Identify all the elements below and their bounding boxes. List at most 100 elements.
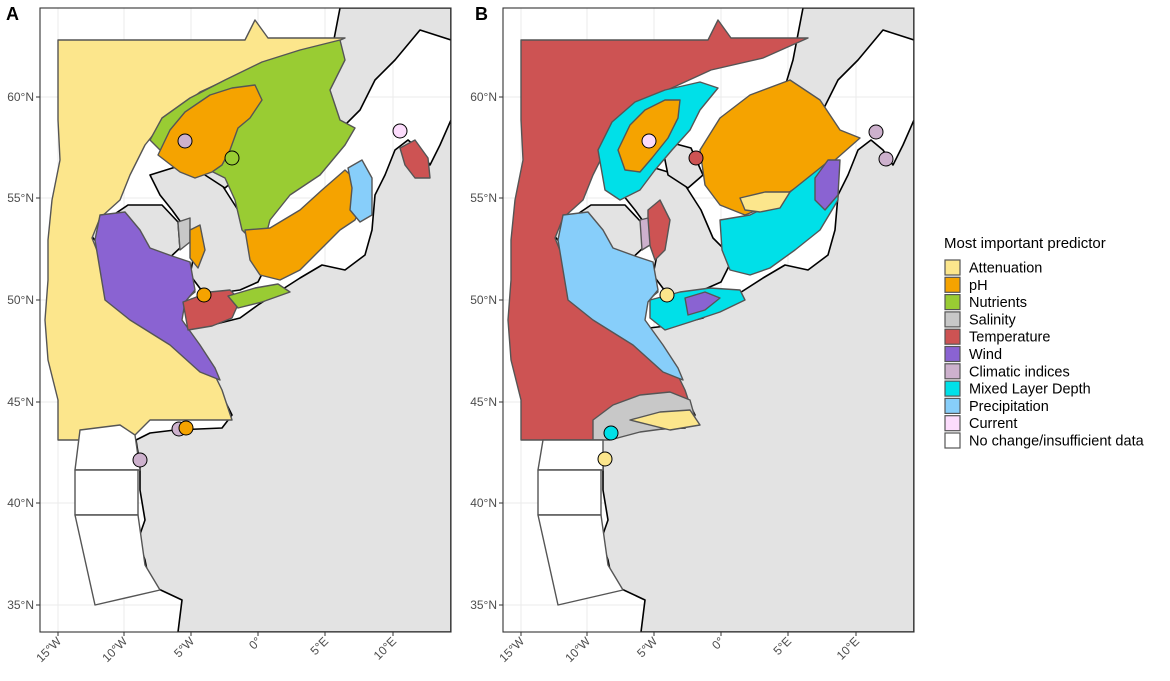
legend-swatch [944, 432, 961, 449]
panel-a-y-axis: 60°N 55°N 50°N 45°N 40°N 35°N [7, 90, 40, 612]
region-attenuation-b2 [629, 409, 701, 431]
x-tick-label: 0° [709, 634, 727, 652]
legend-title: Most important predictor [944, 235, 1106, 252]
x-tick-label: 5°E [770, 634, 794, 658]
marker-nutrients [224, 150, 240, 166]
region-no-change-b [537, 439, 604, 471]
marker-temperature [688, 150, 704, 166]
x-tick-label: 5°E [307, 634, 331, 658]
legend-swatch [944, 294, 961, 311]
legend-swatch [944, 311, 961, 328]
marker-attenuation-2 [597, 451, 613, 467]
panel-b-x-axis: 15°W 10°W 5°W 0° 5°E 10°E [496, 632, 862, 665]
region-ph-b [699, 79, 861, 216]
marker-climatic-2 [878, 151, 894, 167]
legend-item-temperature: Temperature [944, 328, 1050, 346]
x-tick-label: 15°W [496, 634, 527, 665]
region-no-change-b2 [537, 469, 602, 516]
panel-b-markers [597, 124, 894, 467]
legend-item-salinity: Salinity [944, 311, 1016, 328]
y-tick-label: 60°N [470, 90, 497, 104]
x-tick-label: 10°W [99, 634, 130, 665]
region-precip-a [347, 159, 373, 223]
x-tick-label: 15°W [33, 634, 64, 665]
legend-item-nutrients: Nutrients [944, 294, 1027, 311]
x-tick-label: 10°E [371, 634, 399, 662]
legend-label: Salinity [969, 312, 1016, 328]
y-tick-label: 60°N [7, 90, 34, 104]
legend-label: Nutrients [969, 295, 1027, 311]
legend-item-ph: pH [944, 276, 988, 294]
region-temperature [182, 289, 241, 331]
legend-item-attenuation: Attenuation [944, 259, 1042, 277]
region-no-change-b3 [537, 514, 624, 606]
y-tick-label: 50°N [7, 293, 34, 307]
legend-swatch [944, 276, 961, 293]
legend-label: Attenuation [969, 261, 1042, 277]
x-tick-label: 0° [246, 634, 264, 652]
legend-swatch [944, 328, 961, 345]
marker-climatic [868, 124, 884, 140]
legend: Most important predictor AttenuationpHNu… [944, 235, 1145, 450]
legend-label: Mixed Layer Depth [969, 382, 1091, 398]
y-tick-label: 40°N [470, 496, 497, 510]
legend-item-nochange: No change/insufficient data [944, 432, 1145, 450]
legend-swatch [944, 345, 961, 363]
legend-item-climatic: Climatic indices [944, 363, 1070, 380]
legend-label: Wind [969, 347, 1002, 363]
panel-a-regions [44, 19, 431, 606]
y-tick-label: 55°N [470, 191, 497, 205]
marker-current [392, 123, 408, 139]
region-temperature-2 [399, 139, 431, 179]
panel-a-label: A [6, 4, 19, 24]
x-tick-label: 5°W [171, 634, 197, 660]
panel-b-y-axis: 60°N 55°N 50°N 45°N 40°N 35°N [470, 90, 503, 612]
region-attenuation-b [739, 191, 791, 213]
legend-swatch [944, 363, 961, 380]
region-ph-3 [189, 224, 206, 269]
marker-ph [196, 287, 212, 303]
legend-label: No change/insufficient data [969, 434, 1145, 450]
legend-swatch [944, 259, 961, 276]
legend-label: Current [969, 416, 1017, 432]
marker-attenuation [659, 287, 675, 303]
panel-a-frame [39, 7, 452, 633]
region-ph [157, 84, 263, 179]
panel-a-markers [132, 123, 408, 468]
panel-b-label: B [475, 4, 488, 24]
y-tick-label: 45°N [470, 395, 497, 409]
y-tick-label: 55°N [7, 191, 34, 205]
panel-b: B [470, 4, 915, 665]
legend-item-precip: Precipitation [944, 397, 1049, 415]
x-tick-label: 10°W [562, 634, 593, 665]
x-tick-label: 10°E [834, 634, 862, 662]
region-ph-2 [244, 169, 363, 281]
panel-b-regions [507, 19, 861, 606]
region-climatic-b [639, 217, 651, 251]
y-tick-label: 50°N [470, 293, 497, 307]
legend-label: Climatic indices [969, 364, 1070, 380]
marker-current [641, 133, 657, 149]
legend-label: Precipitation [969, 399, 1049, 415]
region-wind-b2 [684, 291, 721, 316]
panel-b-frame [502, 7, 915, 633]
legend-label: pH [969, 278, 988, 294]
region-precip-b [557, 211, 684, 381]
marker-ph-2 [178, 420, 194, 436]
panel-a-x-axis: 15°W 10°W 5°W 0° 5°E 10°E [33, 632, 399, 665]
legend-swatch [944, 380, 961, 397]
x-tick-label: 5°W [634, 634, 660, 660]
panel-a: A [6, 4, 452, 665]
region-no-change-a [74, 424, 141, 471]
region-nutrients-2 [227, 283, 291, 309]
y-tick-label: 35°N [7, 598, 34, 612]
marker-mld [603, 425, 619, 441]
legend-swatch [944, 397, 961, 414]
region-no-change-a3 [74, 514, 161, 606]
legend-item-wind: Wind [944, 345, 1002, 363]
marker-climatic [177, 133, 193, 149]
legend-item-mld: Mixed Layer Depth [944, 380, 1091, 398]
y-tick-label: 35°N [470, 598, 497, 612]
